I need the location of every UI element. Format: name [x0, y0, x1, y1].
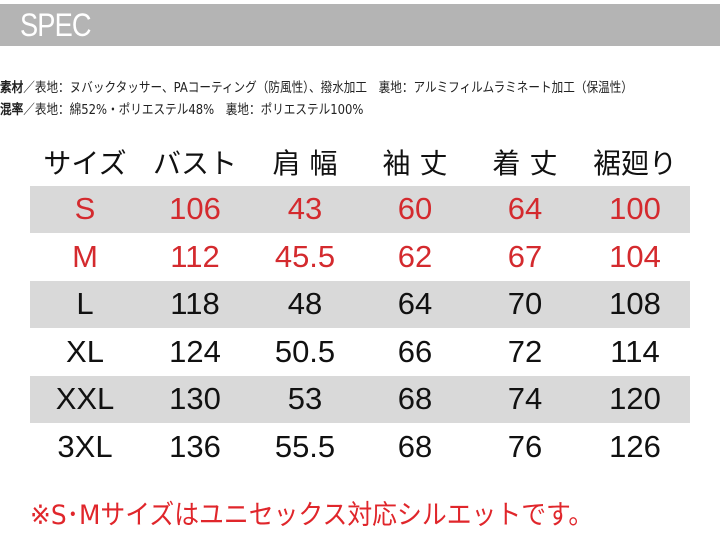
table-cell: 68 [397, 428, 433, 464]
table-cell: 64 [507, 191, 543, 227]
table-cell: 74 [507, 381, 543, 417]
table-cell: 112 [170, 238, 220, 274]
table-cell: 130 [169, 381, 221, 417]
header-cell: 肩 幅 [272, 146, 338, 180]
table-cell: 100 [609, 191, 661, 227]
table-cell: 68 [397, 381, 433, 417]
table-row: XL 124 50.5 66 72 114 [30, 328, 690, 376]
table-cell: 45.5 [274, 238, 336, 274]
header-cell: バスト [152, 146, 237, 180]
table-cell: 62 [397, 238, 433, 274]
table-cell: 72 [507, 333, 543, 369]
table-cell: 136 [169, 428, 221, 464]
table-cell: 106 [169, 191, 221, 227]
table-cell: 124 [169, 333, 221, 369]
table-cell: 104 [609, 238, 661, 274]
table-row: 3XL 136 55.5 68 76 126 [30, 423, 690, 471]
table-cell: 3XL [57, 428, 113, 464]
table-cell: 60 [397, 191, 433, 227]
spec-banner: SPEC [0, 4, 720, 46]
table-cell: 114 [610, 333, 660, 369]
table-cell: 126 [609, 428, 661, 464]
table-cell: S [74, 191, 96, 227]
header-cell: 袖 丈 [382, 146, 448, 180]
table-cell: M [72, 238, 98, 274]
table-cell: XL [66, 333, 104, 369]
table-cell: 43 [287, 191, 323, 227]
header-cell: 着 丈 [492, 146, 558, 180]
size-table: サイズ バスト 肩 幅 袖 丈 着 丈 裾廻り S 106 43 60 64 100 M 11… [30, 138, 690, 471]
table-cell: 53 [287, 381, 323, 417]
material-label: 素材 [0, 80, 24, 96]
material-text: ／表地：ヌバックタッサー、PAコーティング（防風性）、撥水加工 裏地：アルミフィ… [23, 80, 633, 96]
blend-label: 混率 [0, 102, 24, 118]
table-cell: 64 [397, 286, 433, 322]
spec-title: SPEC [20, 7, 92, 43]
table-header: サイズ バスト 肩 幅 袖 丈 着 丈 裾廻り [30, 138, 690, 186]
table-row: L 118 48 64 70 108 [30, 280, 690, 328]
header-cell: サイズ [43, 146, 127, 180]
table-row: XXL 130 53 68 74 120 [30, 375, 690, 423]
table-row: M 112 45.5 62 67 104 [30, 233, 690, 281]
table-cell: L [76, 286, 94, 322]
table-cell: 118 [170, 286, 220, 322]
blend-text: ／表地：綿52%・ポリエステル48% 裏地：ポリエステル100% [23, 102, 364, 118]
table-cell: 50.5 [274, 333, 336, 369]
table-cell: 55.5 [274, 428, 336, 464]
table-cell: 120 [609, 381, 661, 417]
blend-line: 混率／表地：綿52%・ポリエステル48% 裏地：ポリエステル100% [0, 98, 363, 118]
table-cell: 76 [507, 428, 543, 464]
material-line: 素材／表地：ヌバックタッサー、PAコーティング（防風性）、撥水加工 裏地：アルミ… [0, 76, 633, 96]
table-row: S 106 43 60 64 100 [30, 185, 690, 233]
table-cell: 67 [507, 238, 543, 274]
table-cell: 66 [397, 333, 433, 369]
table-cell: XXL [55, 381, 115, 417]
unisex-note: ※S･Mサイズはユニセックス対応シルエットです。 [30, 500, 594, 531]
table-cell: 48 [287, 286, 323, 322]
header-cell: 裾廻り [592, 146, 677, 180]
table-cell: 108 [609, 286, 661, 322]
table-cell: 70 [507, 286, 543, 322]
